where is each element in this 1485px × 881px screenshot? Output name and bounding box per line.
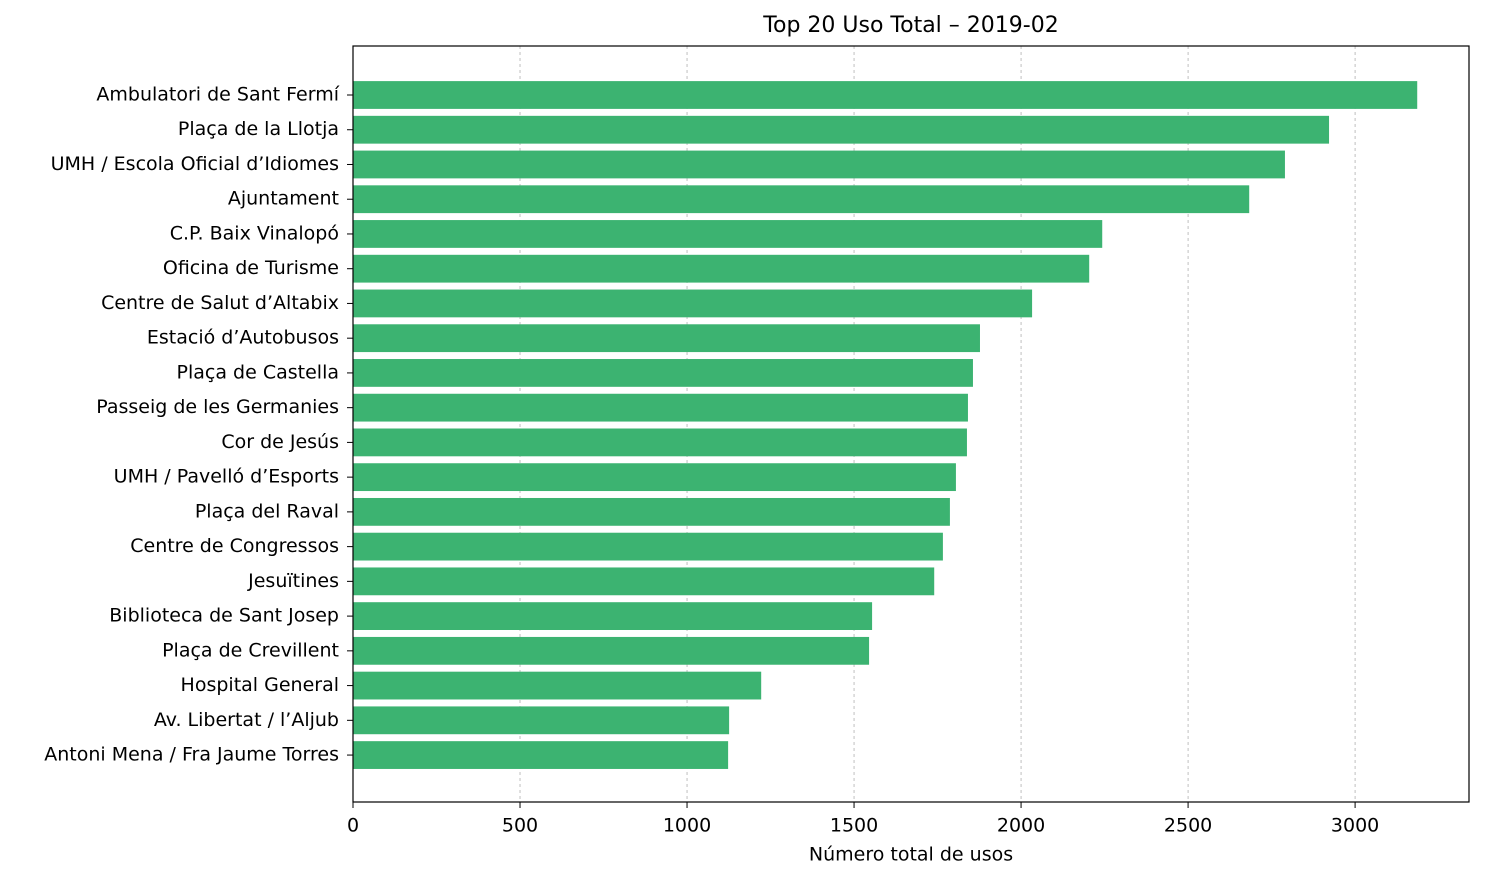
y-tick-label: Cor de Jesús [221, 431, 339, 453]
x-tick-label: 500 [502, 815, 538, 837]
y-tick-label: Centre de Congressos [130, 535, 339, 557]
x-tick-label: 0 [347, 815, 359, 837]
y-tick-label: UMH / Pavelló d’Esports [114, 466, 339, 488]
bar [353, 602, 873, 630]
bar [353, 706, 730, 735]
y-tick-label: C.P. Baix Vinalopó [170, 222, 339, 244]
bar [353, 428, 967, 457]
x-axis-label: Número total de usos [809, 844, 1013, 866]
y-tick-label: Jesuïtines [247, 570, 339, 592]
y-tick-label: Oficina de Turisme [163, 257, 339, 279]
y-tick-label: Passeig de les Germanies [96, 396, 339, 418]
y-tick-label: Antoni Mena / Fra Jaume Torres [44, 744, 339, 766]
bar [353, 220, 1103, 248]
y-tick-label: Plaça de la Llotja [178, 118, 339, 140]
bar [353, 185, 1250, 214]
plot-frame [352, 45, 1470, 803]
y-tick-label: Estació d’Autobusos [147, 327, 339, 349]
x-tick-label: 3000 [1331, 815, 1379, 837]
bar [353, 497, 950, 526]
y-tick-label: Plaça del Raval [195, 500, 339, 522]
bar [353, 289, 1033, 318]
bar [353, 81, 1418, 109]
y-tick-label: Ajuntament [228, 188, 339, 210]
bar [353, 671, 762, 700]
bar [353, 532, 943, 561]
bar [353, 393, 968, 422]
y-tick-label: Av. Libertat / l’Aljub [154, 709, 339, 731]
y-tick-label: Hospital General [181, 674, 339, 696]
bar [353, 463, 956, 492]
y-tick-label: UMH / Escola Oficial d’Idiomes [51, 153, 339, 175]
bar [353, 324, 980, 353]
bar [353, 254, 1090, 283]
y-tick-label: Plaça de Crevillent [162, 639, 339, 661]
y-tick-label: Plaça de Castella [177, 361, 339, 383]
bar [353, 567, 935, 596]
bar [353, 636, 870, 665]
x-tick-label: 2000 [997, 815, 1045, 837]
bar [353, 741, 729, 769]
y-tick-label: Biblioteca de Sant Josep [109, 605, 339, 627]
bar [353, 150, 1285, 179]
x-tick-label: 1000 [663, 815, 711, 837]
chart-title: Top 20 Uso Total – 2019-02 [762, 13, 1058, 38]
x-tick-label: 1500 [830, 815, 878, 837]
y-tick-label: Centre de Salut d’Altabix [101, 292, 339, 314]
x-tick-label: 2500 [1164, 815, 1212, 837]
bar [353, 359, 973, 387]
bar [353, 115, 1330, 144]
y-tick-label: Ambulatori de Sant Fermí [96, 84, 339, 106]
